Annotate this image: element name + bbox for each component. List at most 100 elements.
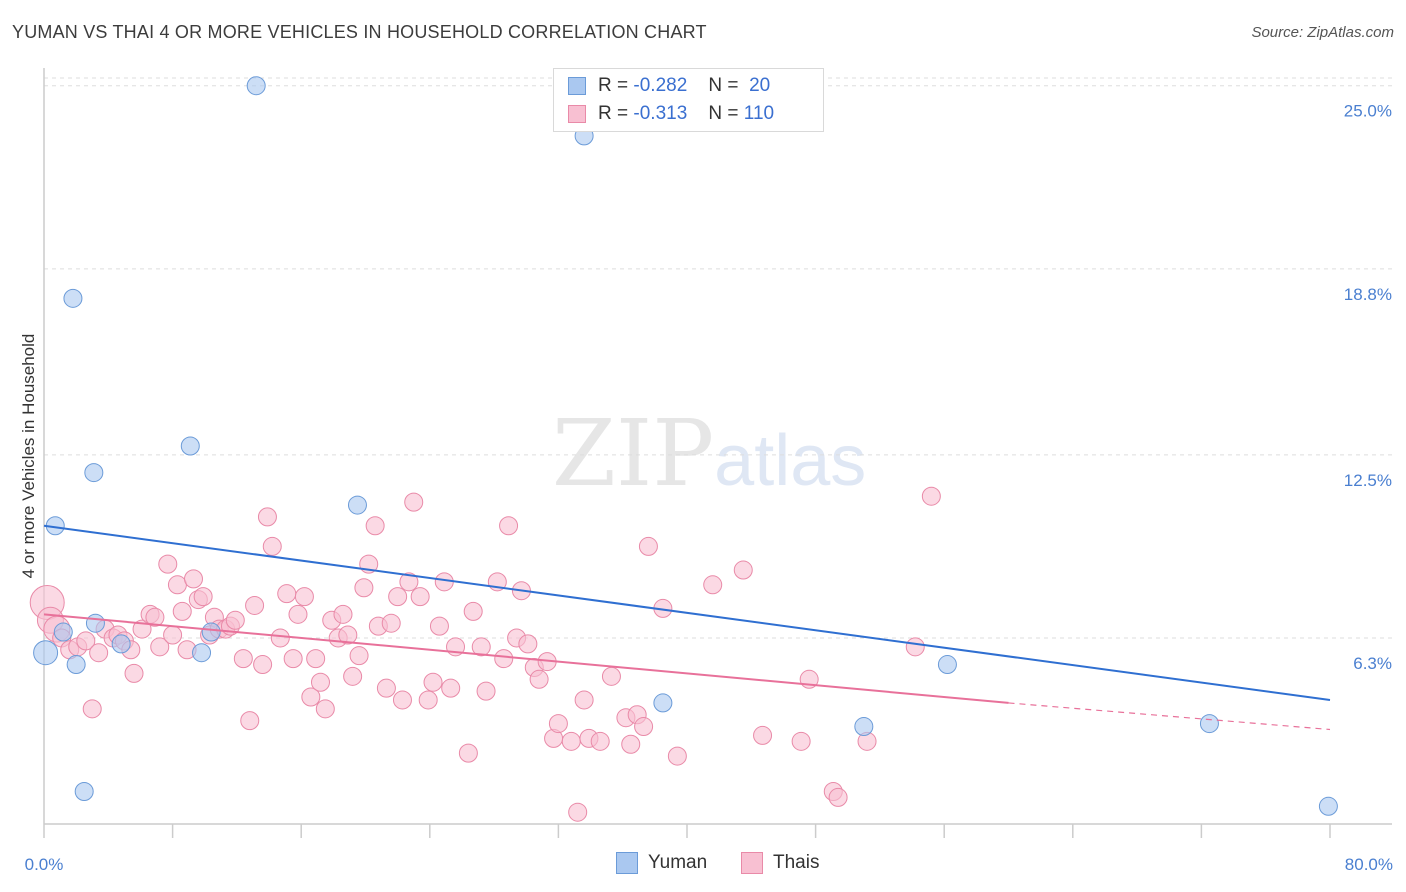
thais-point	[306, 649, 326, 669]
thais-point	[561, 731, 581, 751]
thais-point	[601, 666, 621, 686]
thais-point	[418, 690, 438, 710]
series-legend: Yuman Thais	[0, 852, 1406, 878]
series-legend-yuman: Yuman	[616, 852, 707, 874]
yuman-point	[854, 717, 874, 737]
watermark-atlas: atlas	[714, 421, 867, 501]
legend-row-thais: R = -0.313 N = 110	[568, 101, 774, 127]
thais-point	[245, 595, 265, 615]
yuman-point	[66, 655, 86, 675]
axes	[43, 68, 1392, 838]
trend-lines	[43, 524, 1331, 731]
yuman-point	[53, 622, 73, 642]
series-legend-thais: Thais	[741, 852, 819, 874]
thais-point	[172, 601, 192, 621]
yuman-point	[653, 693, 673, 713]
thais-point	[634, 717, 654, 737]
x-tick-label-max: 80.0%	[1345, 855, 1393, 874]
thais-point	[193, 587, 213, 607]
yuman-point	[180, 436, 200, 456]
correlation-legend: R = -0.282 N = 20 R = -0.313 N = 110	[553, 68, 824, 132]
yuman-point	[246, 76, 266, 96]
thais-point	[163, 625, 183, 645]
legend-n-label: N =	[708, 75, 739, 96]
thais-point	[376, 678, 396, 698]
thais-point	[753, 725, 773, 745]
thais-point	[89, 643, 109, 663]
thais-point	[381, 613, 401, 633]
thais-point	[410, 587, 430, 607]
thais-point	[471, 637, 491, 657]
thais-trend-extension	[1008, 702, 1331, 731]
thais-point	[349, 646, 369, 666]
thais-point	[548, 714, 568, 734]
y-tick-label: 25.0%	[1344, 102, 1392, 121]
legend-swatch-yuman	[568, 77, 586, 95]
yuman-point	[74, 782, 94, 802]
thais-point	[638, 536, 658, 556]
x-tick-label-min: 0.0%	[25, 855, 64, 874]
thais-point	[733, 560, 753, 580]
yuman-point	[33, 640, 59, 666]
thais-point	[574, 690, 594, 710]
thais-point	[667, 746, 687, 766]
legend-swatch-thais	[568, 105, 586, 123]
thais-point	[791, 731, 811, 751]
thais-point	[365, 516, 385, 536]
thais-point	[434, 572, 454, 592]
legend-n-value: 110	[743, 103, 775, 124]
thais-point	[828, 787, 848, 807]
thais-point	[225, 610, 245, 630]
thais-point	[145, 607, 165, 627]
thais-point	[158, 554, 178, 574]
thais-point	[124, 663, 144, 683]
x-tick-labels: 0.0% 80.0%	[25, 855, 1393, 874]
yuman-point	[111, 634, 131, 654]
yuman-trend-line	[43, 524, 1331, 701]
thais-point	[150, 637, 170, 657]
yuman-point	[85, 613, 105, 633]
thais-point	[233, 649, 253, 669]
legend-row-yuman: R = -0.282 N = 20	[568, 73, 770, 99]
y-tick-label: 18.8%	[1344, 285, 1392, 304]
thais-point	[253, 655, 273, 675]
thais-point	[167, 575, 187, 595]
source-label: Source: ZipAtlas.com	[1251, 24, 1394, 41]
legend-n-value: 20	[749, 75, 771, 96]
thais-point	[494, 649, 514, 669]
legend-n-label: N =	[708, 103, 739, 124]
series-legend-swatch-thais	[741, 852, 763, 874]
yuman-point	[192, 643, 212, 663]
y-tick-label: 6.3%	[1353, 654, 1392, 673]
watermark-zip: ZIP	[552, 400, 715, 507]
series-legend-label: Yuman	[648, 852, 708, 873]
thais-point	[76, 631, 96, 651]
thais-point	[82, 699, 102, 719]
thais-point	[441, 678, 461, 698]
yuman-point	[1199, 714, 1219, 734]
series-legend-swatch-yuman	[616, 852, 638, 874]
thais-point	[392, 690, 412, 710]
series-legend-label: Thais	[773, 852, 820, 873]
thais-point	[283, 649, 303, 669]
thais-point	[354, 578, 374, 598]
thais-point	[568, 802, 588, 822]
thais-point	[277, 584, 297, 604]
thais-point	[476, 681, 496, 701]
thais-point	[343, 666, 363, 686]
legend-r-label: R =	[598, 103, 629, 124]
yuman-point	[937, 655, 957, 675]
thais-point	[288, 604, 308, 624]
thais-point	[310, 672, 330, 692]
thais-point	[333, 604, 353, 624]
legend-r-value: -0.313	[633, 103, 688, 124]
thais-point	[518, 634, 538, 654]
thais-point	[463, 601, 483, 621]
legend-r-value: -0.282	[633, 75, 688, 96]
thais-point	[429, 616, 449, 636]
thais-point	[404, 492, 424, 512]
thais-point	[621, 734, 641, 754]
thais-point	[905, 637, 925, 657]
thais-point	[315, 699, 335, 719]
